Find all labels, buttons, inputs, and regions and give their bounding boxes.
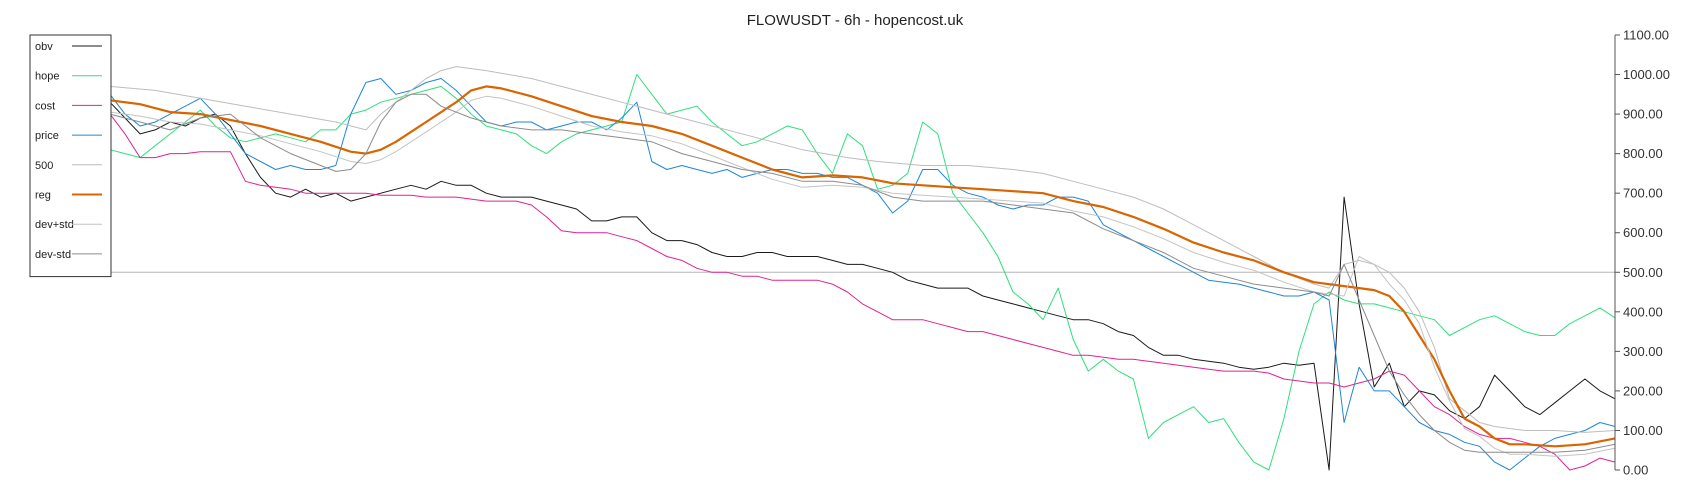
chart-title: FLOWUSDT - 6h - hopencost.uk [747, 12, 964, 29]
y-tick-label: 500.00 [1623, 265, 1663, 280]
legend-label: reg [35, 190, 51, 202]
y-tick-label: 0.00 [1623, 463, 1648, 478]
legend-label: cost [35, 100, 55, 112]
y-tick-label: 100.00 [1623, 423, 1663, 438]
series-line-cost [109, 113, 1616, 471]
legend-label: dev-std [35, 249, 71, 261]
legend-label: hope [35, 71, 59, 83]
series-line-hope [109, 74, 1616, 471]
legend-label: 500 [35, 160, 53, 172]
y-tick-label: 300.00 [1623, 344, 1663, 359]
y-tick-label: 1000.00 [1623, 67, 1670, 82]
y-axis: 0.00 100.00 200.00 300.00 400.00 500.00 600.00… [1614, 28, 1670, 478]
y-tick-label: 600.00 [1623, 225, 1663, 240]
y-tick-label: 800.00 [1623, 146, 1663, 161]
y-tick-label: 700.00 [1623, 186, 1663, 201]
series-line-500 [109, 66, 1616, 433]
legend-label: obv [35, 41, 53, 53]
series-line-price [109, 78, 1616, 471]
legend: obv hope cost price 500 reg dev+std dev-std [29, 34, 112, 278]
legend-label: dev+std [35, 219, 74, 231]
series-line-obv [109, 101, 1616, 471]
y-tick-label: 400.00 [1623, 304, 1663, 319]
y-tick-label: 1100.00 [1623, 28, 1669, 43]
y-tick-label: 900.00 [1623, 107, 1663, 122]
series-line-dev-std [109, 93, 1616, 453]
series-line-dev-std [109, 95, 1616, 457]
y-tick-label: 200.00 [1623, 383, 1663, 398]
series-layer [109, 66, 1616, 471]
series-line-reg [109, 85, 1616, 448]
legend-label: price [35, 130, 59, 142]
